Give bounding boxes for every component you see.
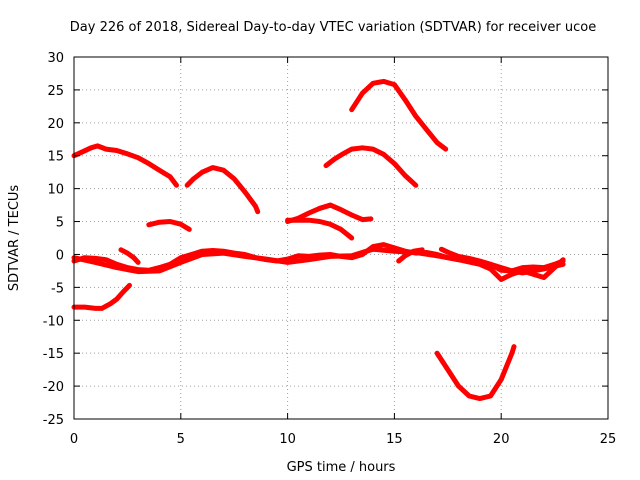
y-tick-label: 30: [47, 51, 64, 66]
series-line-s14: [349, 78, 449, 152]
x-tick-label: 10: [279, 432, 296, 447]
series-line-s15: [434, 344, 517, 402]
series-line-s13: [323, 145, 419, 188]
y-tick-label: 10: [47, 183, 64, 198]
y-tick-label: 25: [47, 84, 64, 99]
plot-frame: [73, 56, 609, 420]
x-tick-label: 20: [493, 432, 510, 447]
chart-title: Day 226 of 2018, Sidereal Day-to-day VTE…: [70, 20, 596, 35]
y-tick-label: 0: [56, 248, 64, 263]
y-tick-label: -5: [51, 281, 64, 296]
series-line-s12: [285, 202, 333, 224]
series-line-s8: [118, 247, 141, 265]
series-line-s7: [438, 246, 566, 274]
grid: [74, 57, 608, 419]
series-line-s9: [396, 247, 425, 264]
x-axis-label: GPS time / hours: [287, 460, 396, 475]
y-tick-label: -15: [43, 347, 64, 362]
y-tick-label: -10: [43, 314, 64, 329]
series-line-s3: [146, 219, 192, 232]
x-tick-label: 25: [600, 432, 617, 447]
series-line-s2: [184, 165, 261, 215]
y-tick-label: 15: [47, 150, 64, 165]
y-tick-label: 5: [56, 216, 64, 231]
y-tick-label: -20: [43, 380, 64, 395]
y-axis-label: SDTVAR / TECUs: [7, 185, 22, 292]
series-line-s10: [285, 217, 355, 241]
x-tick-label: 5: [177, 432, 185, 447]
x-tick-label: 0: [70, 432, 78, 447]
series-line-s4: [71, 282, 132, 311]
ticks: 0 5 10 15 20 25 -25 -20 -15 -10 -5 0 5 10 15 20 25 30: [43, 51, 617, 447]
x-tick-label: 15: [386, 432, 403, 447]
y-tick-label: 20: [47, 117, 64, 132]
series-line-s1: [71, 143, 179, 188]
series-layer: [71, 78, 566, 402]
series-line-s6: [71, 246, 566, 282]
y-tick-label: -25: [43, 413, 64, 428]
